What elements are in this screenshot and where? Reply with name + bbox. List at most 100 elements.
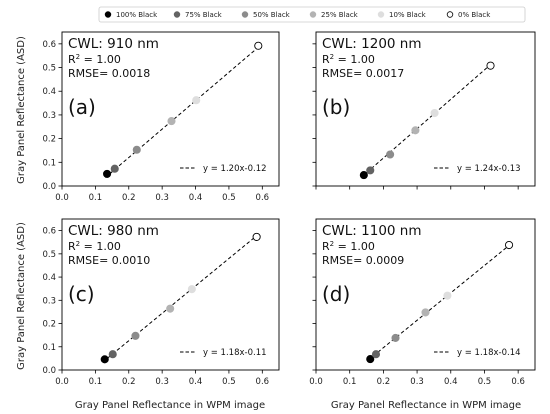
data-point — [254, 41, 263, 50]
fit-equation: y = 1.24x-0.13 — [457, 164, 521, 174]
data-point — [430, 108, 439, 118]
r2-superscript: 2 — [330, 53, 334, 61]
y-axis-label-bottom: Gray Panel Reflectance (ASD) — [16, 222, 27, 370]
x-tick-label: 0.6 — [256, 193, 270, 203]
data-point — [366, 355, 375, 364]
r2-value: = 1.00 — [80, 240, 121, 253]
axes-frame — [61, 218, 280, 371]
y-tick-label: 0.0 — [42, 182, 56, 192]
cwl-label: CWL: 980 nm — [68, 223, 159, 239]
legend-marker — [446, 11, 454, 18]
legend-marker — [104, 11, 112, 18]
data-point — [391, 333, 400, 342]
data-point — [108, 350, 117, 359]
fit-line — [105, 45, 261, 178]
data-point — [386, 150, 395, 159]
fit-line — [368, 243, 512, 361]
data-point — [187, 285, 196, 294]
r2-prefix: R — [322, 53, 330, 66]
r2-value: = 1.00 — [334, 53, 375, 66]
x-tick-label: 0.3 — [155, 193, 169, 203]
y-tick-label: 0.5 — [42, 64, 56, 74]
fit-equation: y = 1.18x-0.11 — [203, 348, 267, 358]
r2-value: = 1.00 — [80, 53, 121, 66]
x-tick-label: 0.2 — [377, 377, 391, 387]
x-tick-label: 0.4 — [189, 193, 203, 203]
data-point — [486, 61, 495, 70]
r2-superscript: 2 — [76, 240, 80, 248]
y-tick-label: 0.5 — [42, 250, 56, 260]
cwl-label: CWL: 1100 nm — [322, 223, 422, 239]
x-tick-label: 0.0 — [55, 377, 69, 387]
data-point — [371, 350, 381, 359]
legend-label: 0% Black — [458, 11, 491, 19]
data-point — [131, 331, 140, 340]
r2-prefix: R — [68, 53, 76, 66]
rmse-label: RMSE= 0.0017 — [322, 67, 404, 80]
x-tick-label: 0.4 — [189, 377, 203, 387]
panel-letter: (b) — [322, 95, 350, 119]
x-tick-label: 0.3 — [155, 377, 169, 387]
x-tick-label: 0.1 — [343, 377, 357, 387]
x-tick-label: 0.6 — [256, 377, 270, 387]
legend-marker — [377, 11, 385, 18]
panel-a: 0.0 0.1 0.2 0.3 0.4 0.5 0.6 0.0 0.1 0.2 0.3 0.4 0.5 0… — [42, 31, 280, 203]
data-point — [110, 164, 119, 173]
y-tick-label: 0.6 — [42, 227, 56, 237]
legend-marker — [309, 11, 317, 18]
y-axis-label-top: Gray Panel Reflectance (ASD) — [16, 36, 27, 184]
axes-frame — [61, 31, 280, 187]
fit-line — [361, 62, 493, 177]
x-axis-label-right: Gray Panel Reflectance in WPM image — [331, 400, 521, 411]
data-point — [366, 166, 375, 175]
r2-prefix: R — [68, 240, 76, 253]
y-tick-label: 0.3 — [42, 296, 56, 306]
data-point — [443, 291, 452, 300]
fit-line — [102, 233, 259, 363]
data-point — [103, 169, 112, 178]
legend-marker — [173, 11, 181, 18]
x-tick-label: 0.4 — [444, 377, 458, 387]
r2-prefix: R — [322, 240, 330, 253]
panel-letter: (d) — [322, 282, 350, 306]
y-tick-label: 0.2 — [42, 135, 56, 145]
panel-letter: (a) — [68, 95, 96, 119]
r2-label: R2 = 1.00 — [322, 240, 375, 253]
y-tick-label: 0.4 — [42, 87, 56, 97]
data-point — [421, 308, 430, 317]
x-tick-label: 0.0 — [55, 193, 69, 203]
axes-frame — [315, 31, 536, 187]
rmse-label: RMSE= 0.0010 — [68, 254, 150, 267]
x-tick-label: 0.1 — [89, 193, 103, 203]
r2-superscript: 2 — [330, 240, 334, 248]
legend-label: 75% Black — [185, 11, 223, 19]
legend-label: 100% Black — [116, 11, 158, 19]
y-tick-label: 0.4 — [42, 273, 56, 283]
cwl-label: CWL: 910 nm — [68, 36, 159, 52]
data-point — [411, 126, 420, 135]
legend: 100% Black 75% Black 50% Black 25% Black 10%… — [98, 6, 526, 23]
y-tick-label: 0.1 — [42, 158, 56, 168]
r2-label: R2 = 1.00 — [68, 240, 121, 253]
panel-c: 0.0 0.1 0.2 0.3 0.4 0.5 0.6 0.0 0.1 0.2 0.3 0.4 0.5 0… — [42, 218, 280, 387]
data-point — [167, 117, 176, 126]
fit-equation: y = 1.18x-0.14 — [457, 348, 521, 358]
y-tick-label: 0.2 — [42, 320, 56, 330]
x-tick-label: 0.5 — [222, 193, 236, 203]
rmse-label: RMSE= 0.0009 — [322, 254, 404, 267]
y-tick-label: 0.1 — [42, 343, 56, 353]
cwl-label: CWL: 1200 nm — [322, 36, 422, 52]
data-point — [100, 355, 109, 364]
x-tick-label: 0.2 — [122, 377, 136, 387]
x-tick-label: 0.5 — [478, 377, 492, 387]
data-point — [252, 232, 261, 241]
axes-frame — [315, 218, 536, 371]
panel-letter: (c) — [68, 282, 95, 306]
x-tick-label: 0.2 — [122, 193, 136, 203]
y-tick-label: 0.0 — [42, 366, 56, 376]
x-tick-label: 0.1 — [89, 377, 103, 387]
data-point — [132, 145, 141, 154]
x-tick-label: 0.3 — [410, 377, 424, 387]
x-tick-label: 0.6 — [511, 377, 525, 387]
data-point — [166, 304, 175, 313]
